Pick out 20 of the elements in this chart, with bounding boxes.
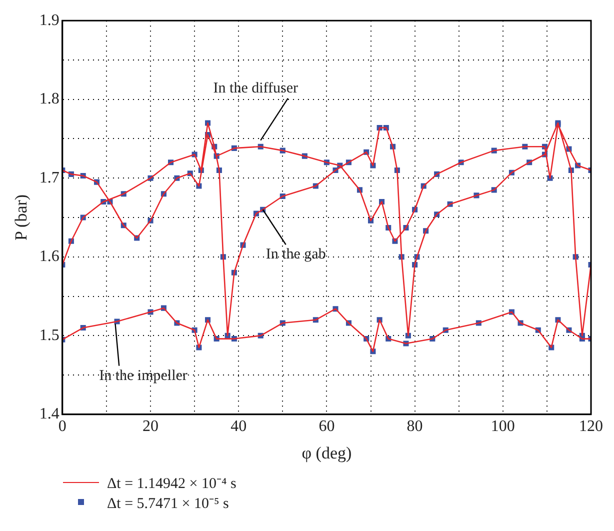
x-tick-label: 20	[142, 418, 158, 436]
x-axis-title: φ (deg)	[302, 443, 352, 462]
x-tick-label: 100	[490, 418, 515, 436]
legend-label: Δt = 5.7471 × 10⁻⁵ s	[107, 494, 229, 512]
y-tick-label: 1.5	[39, 326, 60, 344]
x-tick-label: 40	[230, 418, 247, 436]
y-tick-label: 1.8	[39, 90, 60, 108]
x-tick-label: 80	[406, 418, 423, 436]
x-tick-label: 0	[58, 418, 66, 436]
legend-label: Δt = 1.14942 × 10⁻⁴ s	[107, 474, 236, 492]
y-tick-label: 1.4	[39, 406, 60, 423]
y-axis-title: P (bar)	[12, 194, 31, 241]
y-tick-label: 1.7	[39, 169, 60, 186]
x-tick-label: 60	[318, 418, 335, 436]
y-tick-label: 1.9	[39, 12, 60, 29]
x-tick-label: 120	[579, 418, 603, 436]
annotation: In the diffuser	[213, 80, 298, 96]
y-tick-label: 1.6	[39, 248, 60, 266]
annotation: In the impeller	[99, 368, 188, 384]
annotation: In the gab	[266, 246, 326, 263]
